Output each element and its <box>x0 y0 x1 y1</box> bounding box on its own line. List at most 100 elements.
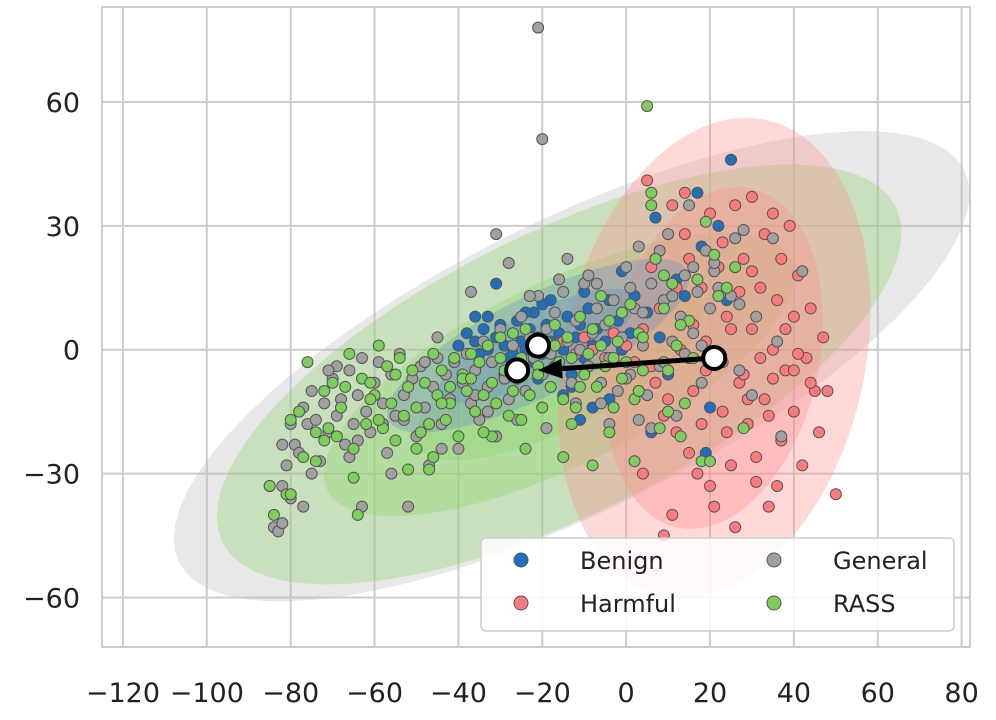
point-harmful <box>636 467 649 480</box>
point-rass <box>473 356 486 369</box>
point-general <box>553 273 566 286</box>
point-general <box>452 442 465 455</box>
point-rass <box>297 451 310 464</box>
point-harmful <box>762 500 775 513</box>
point-rass <box>322 422 335 435</box>
point-general <box>276 438 289 451</box>
point-rass <box>435 364 448 377</box>
point-rass <box>636 364 649 377</box>
point-general <box>704 302 717 315</box>
point-rass <box>309 455 322 468</box>
point-rass <box>548 318 561 331</box>
point-rass <box>284 413 297 426</box>
point-rass <box>590 380 603 393</box>
point-rass <box>645 186 658 199</box>
point-general <box>775 430 788 443</box>
x-tick-label: 0 <box>618 678 635 709</box>
point-benign <box>691 186 704 199</box>
point-harmful <box>787 310 800 323</box>
point-general <box>590 277 603 290</box>
point-rass <box>603 314 616 327</box>
point-harmful <box>787 364 800 377</box>
point-harmful <box>750 475 763 488</box>
legend-label-general: General <box>833 547 928 575</box>
point-rass <box>615 306 628 319</box>
point-rass <box>662 364 675 377</box>
point-rass <box>448 351 461 364</box>
point-general <box>305 467 318 480</box>
centroid-rass <box>504 357 531 384</box>
arrow-head <box>538 358 563 379</box>
point-rass <box>586 323 599 336</box>
point-rass <box>632 385 645 397</box>
point-rass <box>615 372 628 385</box>
point-rass <box>339 380 352 393</box>
point-general <box>347 418 360 431</box>
point-rass <box>364 393 377 406</box>
shift-arrow <box>538 355 715 379</box>
point-harmful <box>729 521 742 534</box>
point-rass <box>657 269 670 282</box>
point-harmful <box>716 405 729 418</box>
point-benign <box>460 327 473 340</box>
point-harmful <box>683 446 696 459</box>
point-harmful <box>745 323 758 336</box>
point-rass <box>506 327 519 340</box>
point-rass <box>423 418 436 431</box>
point-benign <box>704 401 717 414</box>
point-general <box>297 500 310 513</box>
point-harmful <box>708 500 721 513</box>
point-general <box>280 459 293 472</box>
point-rass <box>490 397 503 410</box>
point-general <box>645 277 658 290</box>
point-rass <box>389 434 402 447</box>
point-harmful <box>796 459 809 472</box>
point-harmful <box>771 294 784 307</box>
point-rass <box>691 273 704 286</box>
point-general <box>418 356 431 369</box>
point-general <box>355 351 368 364</box>
point-general <box>385 467 398 480</box>
point-general <box>771 335 784 348</box>
point-harmful <box>754 351 767 364</box>
plot-frame <box>101 6 971 648</box>
centroid-benign <box>525 332 552 359</box>
y-tick-label: −60 <box>23 583 80 614</box>
point-rass <box>385 397 398 410</box>
point-general <box>536 133 549 146</box>
point-harmful <box>666 199 679 212</box>
point-rass <box>506 385 519 397</box>
point-rass <box>402 463 415 476</box>
point-rass <box>729 261 742 274</box>
point-general <box>766 232 779 245</box>
point-benign <box>678 290 691 303</box>
point-general <box>490 228 503 241</box>
point-general <box>632 413 645 426</box>
point-benign <box>649 211 662 224</box>
point-rass <box>402 380 415 393</box>
point-rass <box>477 389 490 402</box>
point-rass <box>574 310 587 323</box>
point-general <box>662 228 675 241</box>
point-general <box>594 397 607 410</box>
x-tick-label: −80 <box>262 678 319 709</box>
point-general <box>611 385 624 397</box>
point-harmful <box>771 479 784 492</box>
point-harmful <box>729 199 742 212</box>
point-rass <box>678 397 691 410</box>
point-rass <box>318 385 331 397</box>
point-harmful <box>716 236 729 249</box>
y-axis-ticks: −60 −30 0 30 60 <box>23 88 80 614</box>
legend: Benign General Harmful RASS <box>480 537 955 632</box>
point-harmful <box>662 393 675 406</box>
point-general <box>402 500 415 513</box>
legend-marker-harmful <box>513 595 529 611</box>
point-general <box>465 285 478 298</box>
legend-label-harmful: Harmful <box>580 590 676 618</box>
point-rass <box>666 277 679 290</box>
point-benign <box>477 323 490 336</box>
point-general <box>737 223 750 236</box>
point-rass <box>347 442 360 455</box>
point-rass <box>594 290 607 303</box>
point-rass <box>532 368 545 381</box>
